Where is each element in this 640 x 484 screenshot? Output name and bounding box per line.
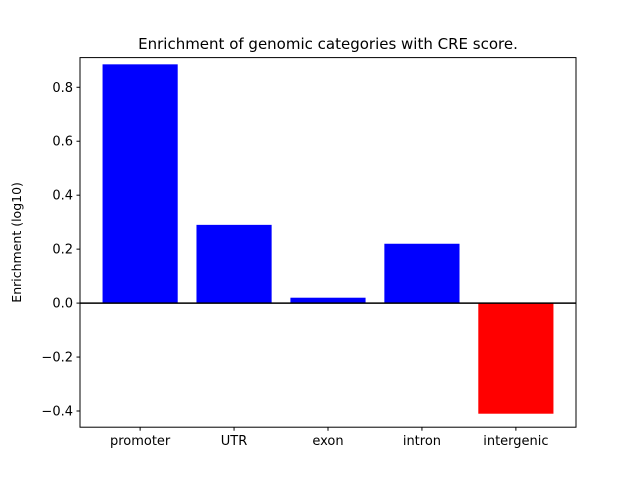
bar-promoter <box>102 64 178 304</box>
y-tick-label: 0.0 <box>52 297 73 312</box>
y-tick-label: 0.8 <box>52 81 73 96</box>
bar-UTR <box>196 224 272 304</box>
chart-title: Enrichment of genomic categories with CR… <box>138 35 518 53</box>
x-tick-label: intergenic <box>483 434 548 449</box>
y-tick-label: 0.4 <box>52 189 73 204</box>
y-tick-label: −0.4 <box>41 405 73 420</box>
plot-area: −0.4 −0.2 0.0 0.2 0.4 0.6 0.8 promoter UTR exon in… <box>41 57 577 449</box>
x-tick-label: exon <box>312 434 343 449</box>
y-tick-label: 0.6 <box>52 135 73 150</box>
y-tick-label: −0.2 <box>41 351 73 366</box>
bar-intergenic <box>478 303 554 414</box>
y-axis-label: Enrichment (log10) <box>9 182 24 303</box>
x-tick-label: UTR <box>221 434 248 449</box>
x-tick-label: intron <box>403 434 441 449</box>
bar-intron <box>384 243 460 304</box>
y-tick-label: 0.2 <box>52 243 73 258</box>
x-tick-label: promoter <box>110 434 171 449</box>
bar-exon <box>290 297 366 304</box>
